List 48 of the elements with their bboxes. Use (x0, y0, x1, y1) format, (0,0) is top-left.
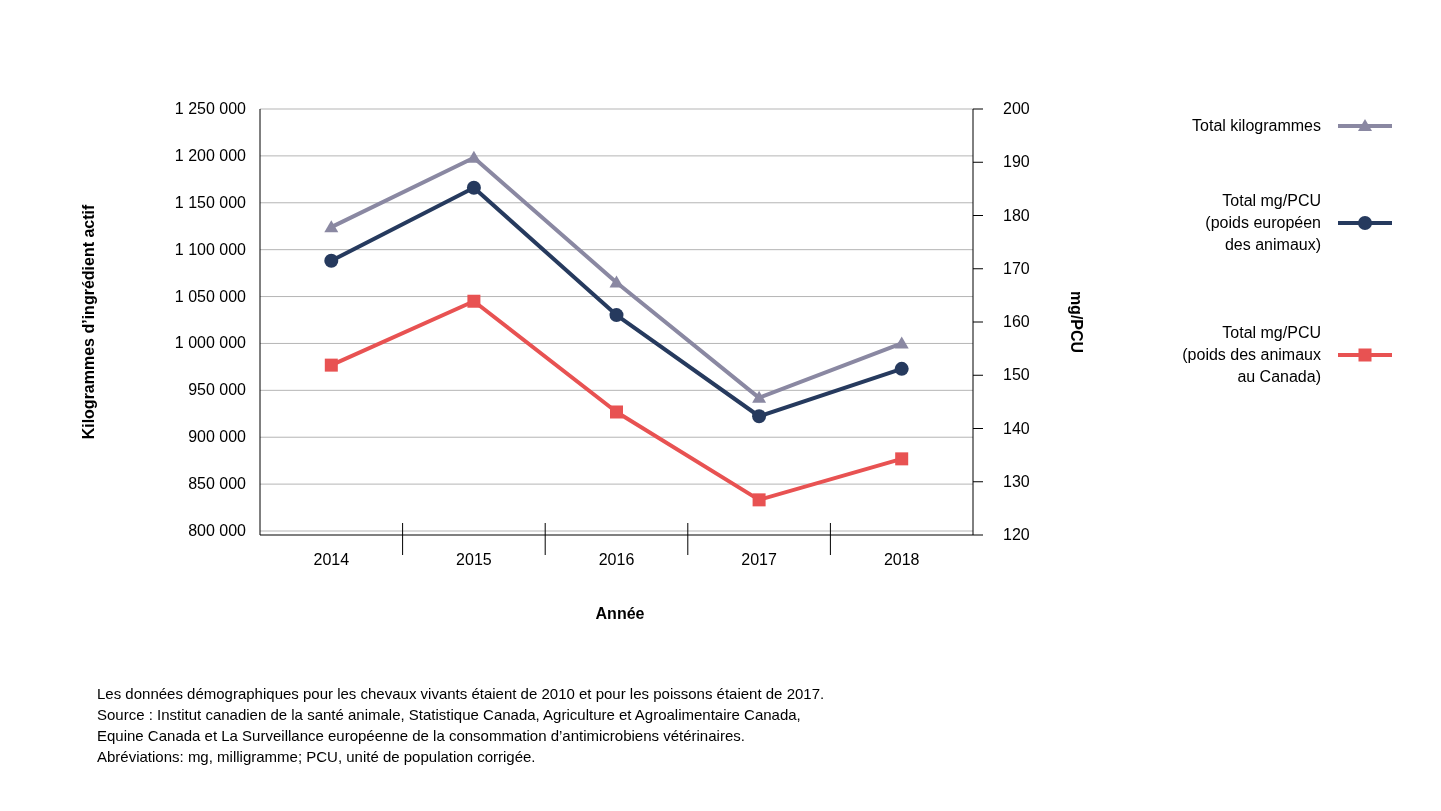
legend-label: Total kilogrammes (1192, 117, 1321, 134)
y-tick-label: 1 150 000 (174, 193, 247, 211)
text: Abréviations: mg, milligramme; PCU, unité de population corrigée. (97, 748, 536, 765)
source-note: Source : Institut canadien de la santé animale, Statistique Canada, Agriculture et Agroalimentaire Canada, Equine Canada et La Surveillance européenne de la consommation d’antimicrobiens vétérinaires. (97, 706, 801, 744)
y2-tick-label: 170 (1003, 259, 1030, 277)
y-tick-label: 1 000 000 (174, 334, 247, 352)
point (324, 358, 338, 372)
y2-tick-label: 160 (1003, 313, 1030, 330)
y2-tick-label: 200 (1003, 100, 1030, 117)
x-tick-label: 2018 (883, 551, 920, 568)
legend-label: Total mg/PCU (poids européen des animaux) (1205, 192, 1321, 253)
point (752, 390, 767, 403)
x-tick-label: 2014 (313, 551, 350, 568)
point (894, 361, 909, 376)
y-tick-label: 1 250 000 (174, 100, 247, 117)
y-tick-label: 850 000 (188, 475, 247, 493)
point (467, 294, 481, 308)
point (894, 336, 909, 349)
text: Les données démographiques pour les chevaux vivants étaient de 2010 et pour les poissons étaient de 2017. (97, 685, 825, 702)
point (609, 275, 624, 288)
x-tick-label: 2017 (741, 551, 777, 568)
y2-tick-label: 120 (1003, 526, 1030, 543)
point (466, 180, 481, 195)
point (895, 452, 909, 466)
point (752, 493, 766, 507)
point (324, 253, 339, 268)
y-tick-label: 900 000 (188, 428, 247, 446)
y2-tick-label: 180 (1003, 206, 1030, 224)
point (610, 405, 623, 419)
y-axis-title: Kilogrammes d’ingrédient actif (80, 203, 97, 440)
y2-axis-title: mg/PCU (1068, 290, 1085, 354)
point (609, 308, 624, 323)
y-tick-label: 1 050 000 (174, 287, 247, 305)
x-tick-label: 2016 (598, 551, 635, 568)
y-tick-label: 1 200 000 (174, 146, 247, 164)
x-tick-label: 2015 (456, 551, 492, 568)
point (752, 409, 767, 424)
point (324, 220, 339, 233)
y2-tick-label: 130 (1003, 472, 1030, 490)
x-axis-title: Année (595, 605, 645, 622)
y2-tick-label: 140 (1003, 419, 1030, 437)
y-tick-label: 800 000 (188, 522, 247, 539)
point (466, 150, 481, 163)
y-tick-label: 950 000 (188, 381, 247, 399)
y-tick-label: 1 100 000 (174, 240, 247, 258)
y2-tick-label: 150 (1003, 366, 1030, 384)
legend-label: Total mg/PCU (poids des animaux au Canada) (1182, 324, 1321, 385)
y2-tick-label: 190 (1003, 153, 1030, 171)
